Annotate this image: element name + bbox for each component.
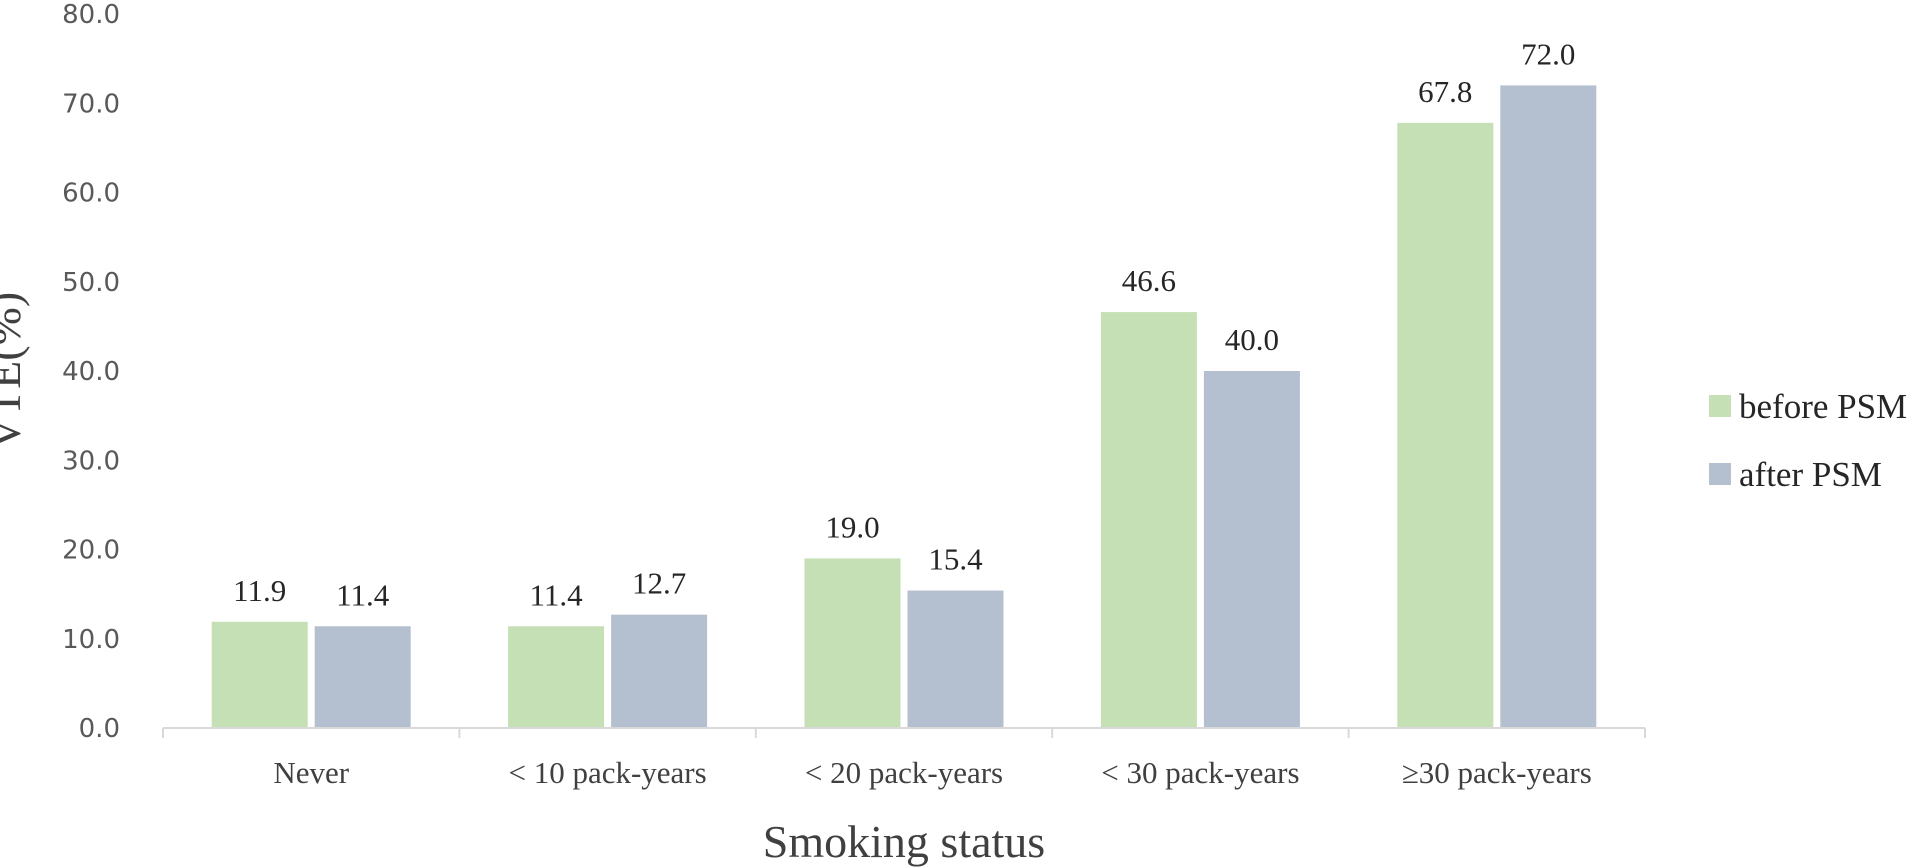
data-label: 15.4 xyxy=(928,542,983,577)
data-label: 46.6 xyxy=(1122,263,1176,298)
data-label: 12.7 xyxy=(632,566,686,601)
y-tick-label: 20.0 xyxy=(62,536,120,566)
y-tick-label: 10.0 xyxy=(62,625,120,655)
y-axis-title: VTE(%) xyxy=(0,292,30,450)
x-category-label: < 10 pack-years xyxy=(508,755,706,790)
data-label: 40.0 xyxy=(1225,322,1279,357)
y-tick-label: 60.0 xyxy=(62,179,120,209)
y-axis-ticks: 0.0 10.0 20.0 30.0 40.0 50.0 60.0 70.0 80.0 xyxy=(62,0,120,744)
bar-before-3 xyxy=(1100,312,1197,728)
bar-before-1 xyxy=(508,626,605,728)
data-label: 72.0 xyxy=(1521,36,1575,71)
data-label: 19.0 xyxy=(825,509,879,544)
x-category-label: ≥30 pack-years xyxy=(1402,755,1592,790)
bar-before-0 xyxy=(211,621,308,728)
data-label: 67.8 xyxy=(1418,74,1472,109)
x-category-label: Never xyxy=(273,755,349,790)
bar-after-2 xyxy=(907,590,1004,728)
bar-before-2 xyxy=(804,558,901,728)
data-label: 11.4 xyxy=(336,577,390,612)
y-tick-label: 30.0 xyxy=(62,446,120,476)
y-tick-label: 50.0 xyxy=(62,268,120,298)
bar-before-4 xyxy=(1397,122,1494,728)
x-axis-category-labels: Never < 10 pack-years < 20 pack-years < 30 … xyxy=(273,755,1591,790)
bar-after-3 xyxy=(1203,371,1300,728)
x-category-label: < 30 pack-years xyxy=(1101,755,1299,790)
y-tick-label: 0.0 xyxy=(79,714,120,744)
legend-swatch xyxy=(1709,395,1731,417)
y-tick-label: 80.0 xyxy=(62,0,120,30)
data-label: 11.9 xyxy=(233,573,286,608)
bars xyxy=(211,85,1597,728)
x-axis-tick-marks xyxy=(162,728,1646,738)
legend-label: after PSM xyxy=(1739,455,1882,494)
x-axis-title: Smoking status xyxy=(763,816,1045,867)
y-tick-label: 70.0 xyxy=(62,89,120,119)
x-category-label: < 20 pack-years xyxy=(805,755,1003,790)
legend: before PSM after PSM xyxy=(1709,387,1907,494)
y-tick-label: 40.0 xyxy=(62,357,120,387)
legend-swatch xyxy=(1709,463,1731,485)
legend-label: before PSM xyxy=(1739,387,1907,426)
bar-after-4 xyxy=(1500,85,1597,728)
bar-after-1 xyxy=(611,614,708,728)
bar-after-0 xyxy=(314,626,411,728)
data-labels: 11.9 11.4 11.4 12.7 19.0 15.4 46.6 40.0 67.8 72.0 xyxy=(233,36,1575,612)
data-label: 11.4 xyxy=(530,577,584,612)
